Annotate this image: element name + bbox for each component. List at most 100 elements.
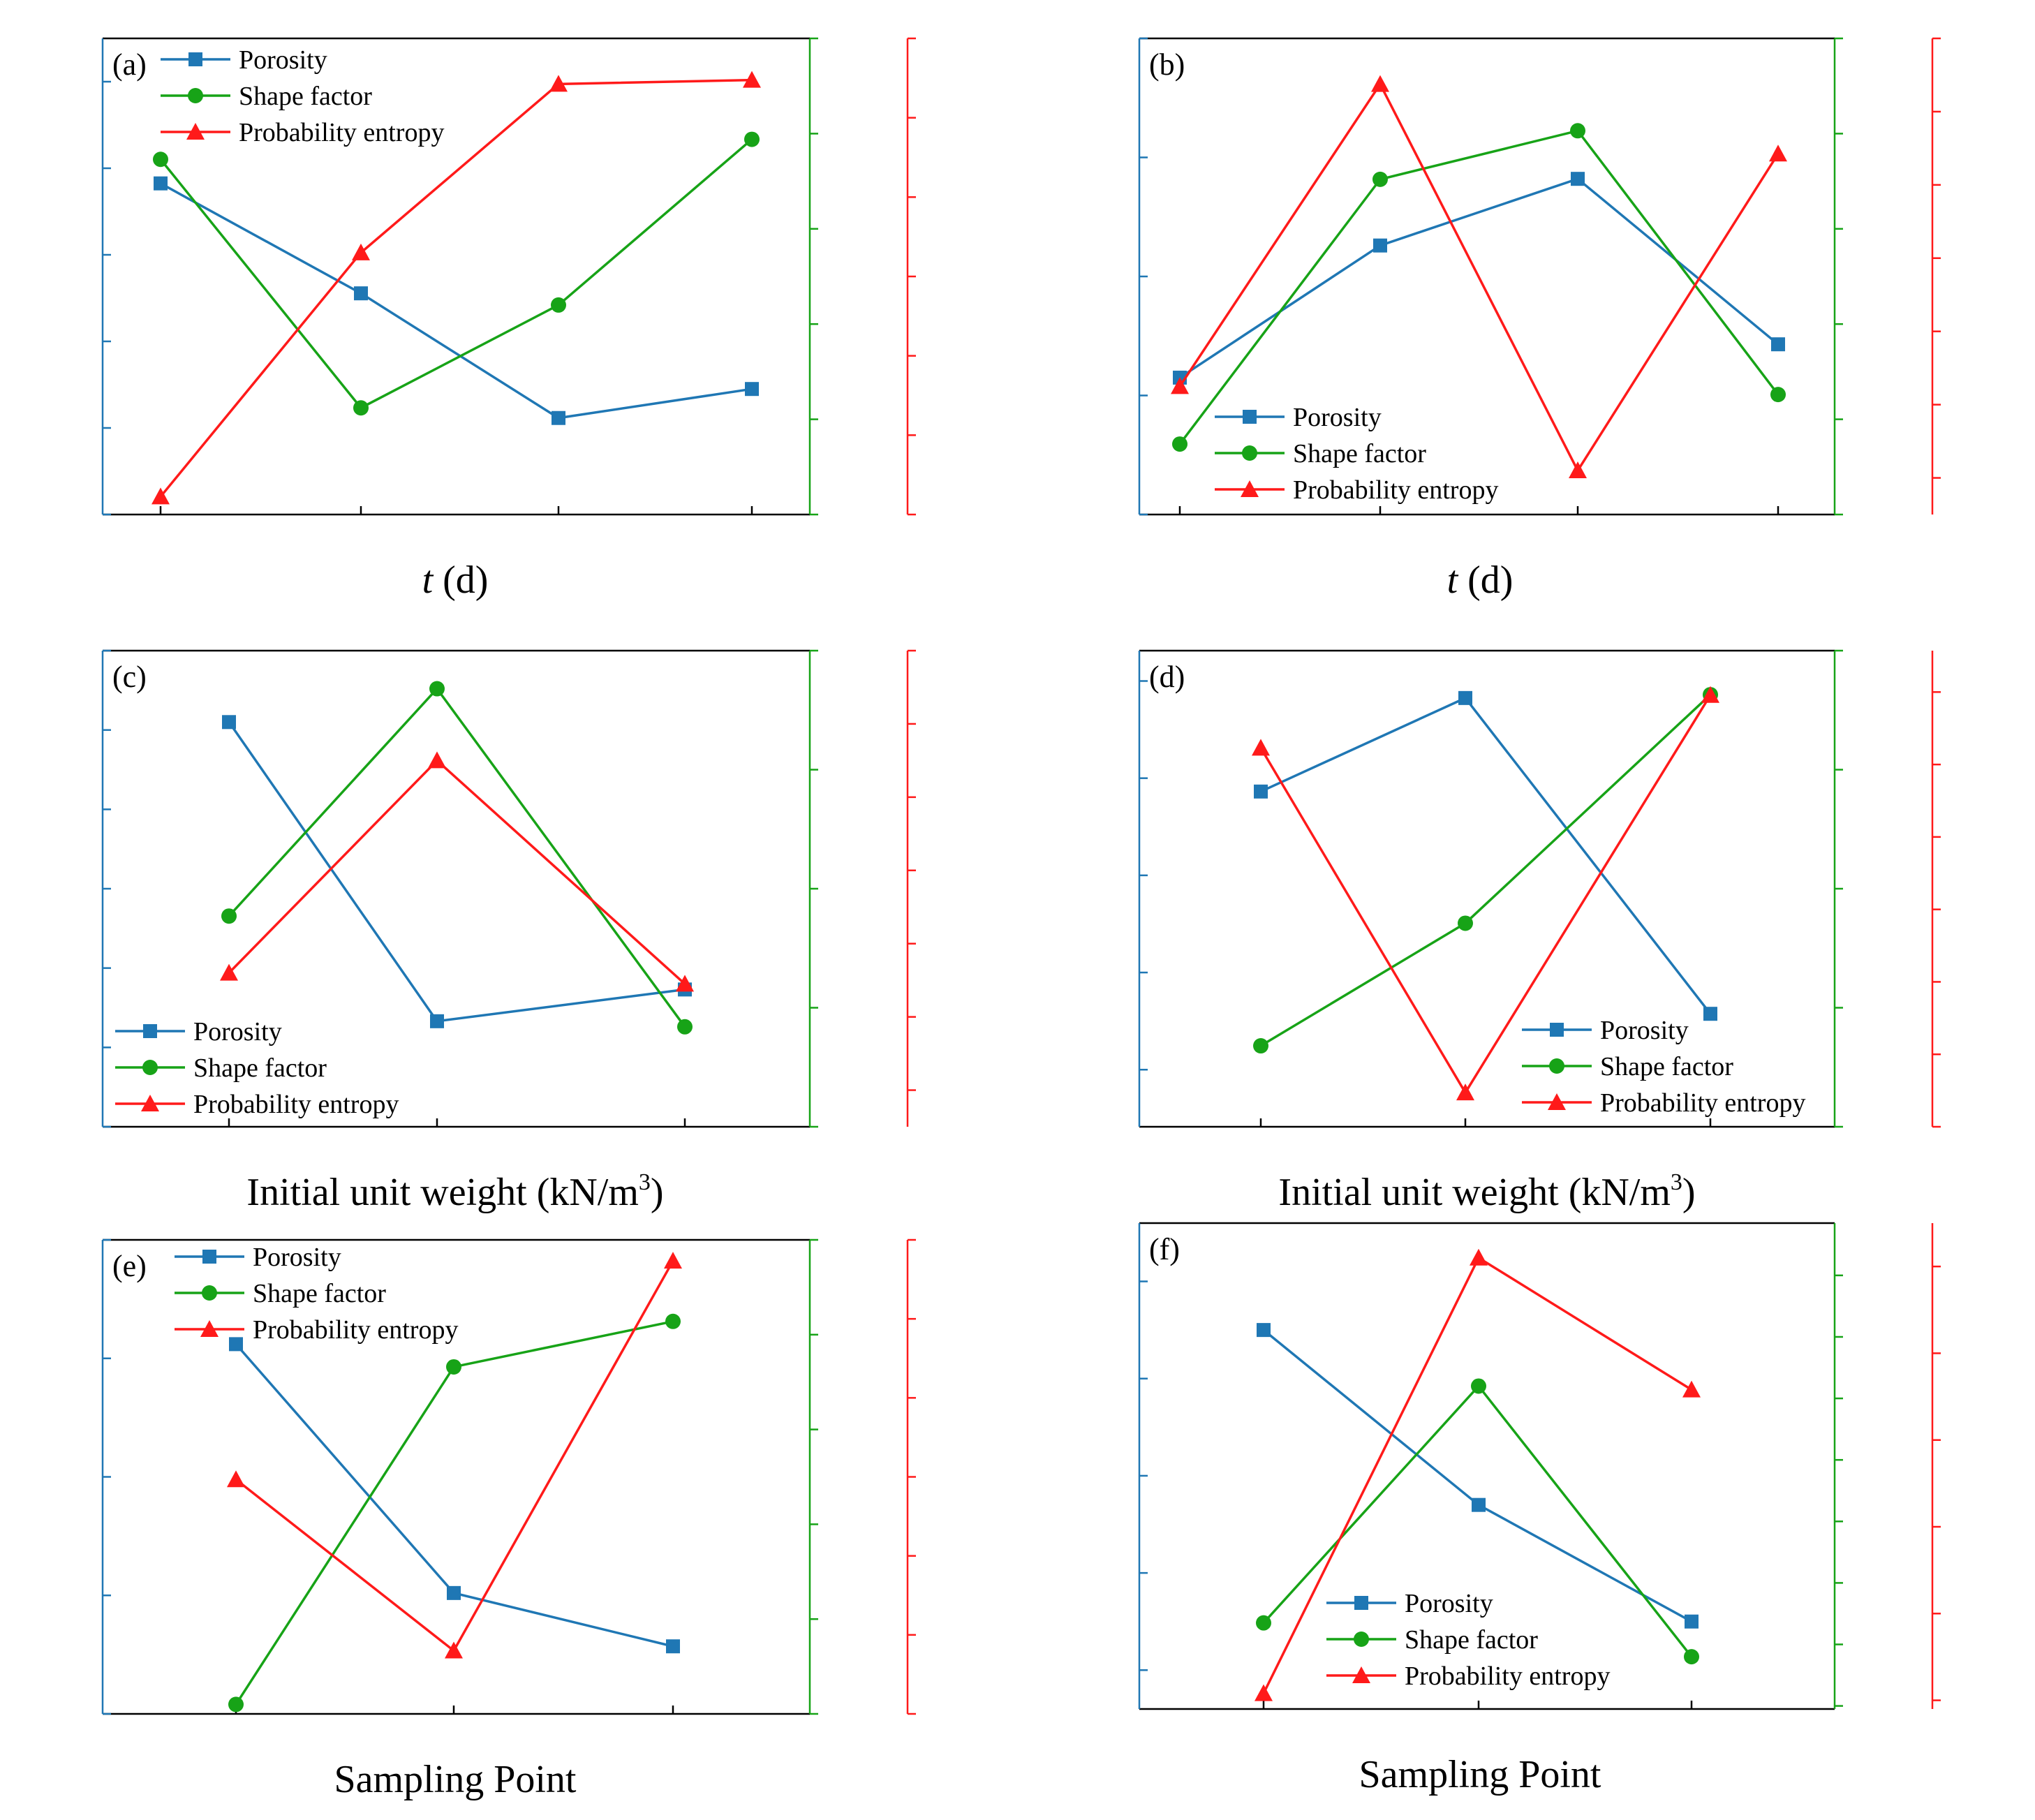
panel-label: (f) [1149, 1232, 1180, 1266]
data-point-shape-factor [1458, 915, 1473, 931]
data-point-porosity [1257, 1323, 1271, 1338]
data-point-probability-entropy [1456, 1083, 1474, 1101]
data-point-porosity [1771, 337, 1785, 352]
x-axis-title-superscript: 3 [1671, 1169, 1682, 1195]
x-axis-title: Sampling Point [1359, 1753, 1601, 1796]
legend-label-porosity: Porosity [1600, 1016, 1689, 1045]
legend-label-probability-entropy: Probability entropy [253, 1315, 458, 1345]
data-point-porosity [1571, 172, 1585, 186]
data-point-shape-factor [221, 908, 237, 924]
chart-panel-a: t (d) (a) Porosity Shape factor Probability … [101, 37, 916, 602]
data-point-probability-entropy [1470, 1248, 1488, 1266]
data-point-probability-entropy [549, 75, 568, 92]
legend-marker-shape-factor [1242, 445, 1257, 461]
data-point-shape-factor [744, 131, 760, 147]
legend-label-shape-factor: Shape factor [1293, 439, 1426, 468]
x-axis-title-superscript: 3 [639, 1169, 651, 1195]
legend-marker-porosity [1243, 410, 1257, 424]
panel-label: (e) [112, 1249, 147, 1283]
data-point-shape-factor [153, 151, 168, 168]
data-point-probability-entropy [676, 975, 694, 992]
x-axis-title-var: t [1447, 558, 1459, 602]
data-point-shape-factor [665, 1313, 681, 1329]
data-point-porosity [552, 410, 565, 425]
data-point-shape-factor [446, 1359, 461, 1375]
data-point-probability-entropy [445, 1641, 463, 1659]
legend-label-shape-factor: Shape factor [239, 82, 372, 111]
data-point-probability-entropy [1171, 377, 1189, 394]
data-point-probability-entropy [1701, 686, 1719, 703]
data-point-porosity [1685, 1614, 1699, 1629]
data-point-porosity [430, 1014, 444, 1028]
data-point-porosity [154, 176, 168, 191]
data-point-porosity [1373, 238, 1387, 253]
x-axis-title-unit: (d) [1458, 558, 1513, 602]
legend-marker-probability-entropy [1241, 480, 1259, 497]
x-axis-title-text: Initial unit weight (kN/m [1278, 1171, 1670, 1214]
legend-marker-shape-factor [1354, 1632, 1369, 1647]
panel-label: (c) [112, 660, 147, 694]
legend-label-shape-factor: Shape factor [253, 1279, 386, 1308]
data-point-porosity [666, 1639, 680, 1654]
data-point-shape-factor [1684, 1649, 1699, 1665]
legend-label-probability-entropy: Probability entropy [1600, 1088, 1805, 1118]
panel-label: (a) [112, 47, 147, 82]
data-point-probability-entropy [1769, 145, 1787, 162]
data-point-shape-factor [1253, 1038, 1268, 1054]
series-line-shape-factor [228, 686, 686, 1028]
data-point-porosity [1458, 690, 1472, 705]
data-point-probability-entropy [1371, 75, 1389, 92]
legend-label-porosity: Porosity [239, 45, 327, 75]
legend-label-probability-entropy: Probability entropy [1405, 1662, 1610, 1691]
legend-marker-porosity [202, 1250, 216, 1264]
legend-label-porosity: Porosity [1405, 1589, 1493, 1618]
data-point-shape-factor [228, 1696, 244, 1712]
data-point-probability-entropy [1569, 461, 1587, 479]
data-point-shape-factor [429, 681, 445, 697]
x-axis-title-var: t [422, 558, 434, 602]
chart-panel-c: Initial unit weight (kN/m3) (c) Porosity Sh… [101, 649, 916, 1214]
data-point-probability-entropy [1682, 1380, 1701, 1398]
x-axis-title-text: Initial unit weight (kN/m [246, 1171, 638, 1214]
series-line-shape-factor [1260, 693, 1712, 1047]
legend-marker-porosity [188, 52, 202, 66]
legend-label-probability-entropy: Probability entropy [1293, 475, 1498, 505]
data-point-porosity [1472, 1497, 1486, 1512]
data-point-porosity [1703, 1007, 1717, 1021]
data-point-probability-entropy [352, 243, 370, 260]
data-point-porosity [229, 1337, 243, 1352]
legend-marker-probability-entropy [1548, 1093, 1566, 1110]
legend-label-shape-factor: Shape factor [193, 1053, 327, 1083]
data-point-porosity [354, 286, 368, 301]
data-point-shape-factor [1172, 436, 1187, 452]
x-axis-title: Sampling Point [334, 1758, 577, 1801]
x-axis-title: t (d) [422, 558, 489, 602]
legend-marker-probability-entropy [1352, 1666, 1370, 1683]
legend-marker-probability-entropy [200, 1320, 219, 1337]
data-point-probability-entropy [743, 71, 761, 88]
chart-panel-e: Sampling Point (e) Porosity Shape factor Pro… [101, 1238, 916, 1801]
panel-label: (b) [1149, 47, 1185, 82]
legend-marker-shape-factor [142, 1060, 158, 1075]
legend-marker-shape-factor [188, 88, 203, 103]
legend-label-porosity: Porosity [1293, 403, 1382, 432]
data-point-porosity [1254, 784, 1268, 799]
legend-label-shape-factor: Shape factor [1405, 1625, 1538, 1655]
x-axis-title-end: ) [1682, 1171, 1696, 1214]
legend-label-porosity: Porosity [193, 1017, 282, 1046]
legend-marker-porosity [143, 1024, 157, 1038]
series-line-shape-factor [1178, 129, 1779, 445]
data-point-shape-factor [1471, 1378, 1486, 1394]
data-point-probability-entropy [220, 963, 238, 981]
x-axis-title: t (d) [1447, 558, 1514, 602]
data-point-shape-factor [677, 1019, 693, 1035]
data-point-shape-factor [1770, 387, 1786, 403]
x-axis-title: Initial unit weight (kN/m3) [1278, 1169, 1695, 1214]
data-point-shape-factor [1372, 171, 1388, 187]
data-point-probability-entropy [151, 487, 170, 505]
legend-label-shape-factor: Shape factor [1600, 1052, 1733, 1081]
data-point-probability-entropy [428, 751, 446, 769]
legend-label-porosity: Porosity [253, 1243, 341, 1272]
data-point-shape-factor [1570, 123, 1585, 139]
